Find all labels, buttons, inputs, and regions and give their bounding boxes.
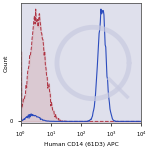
Y-axis label: Count: Count: [3, 54, 8, 72]
X-axis label: Human CD14 (61D3) APC: Human CD14 (61D3) APC: [44, 142, 118, 147]
